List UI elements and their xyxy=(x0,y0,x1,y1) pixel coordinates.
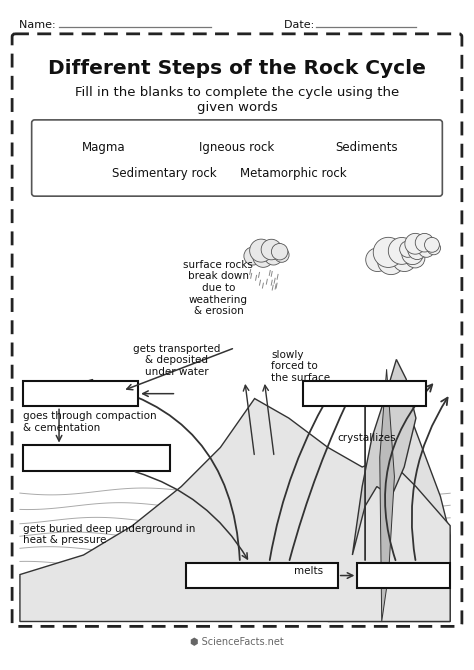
Circle shape xyxy=(415,233,434,252)
Polygon shape xyxy=(20,526,450,622)
Polygon shape xyxy=(328,389,450,622)
Polygon shape xyxy=(380,369,394,622)
Text: goes through compaction
& cementation: goes through compaction & cementation xyxy=(23,411,156,433)
Polygon shape xyxy=(352,359,416,555)
Circle shape xyxy=(250,239,273,262)
Circle shape xyxy=(264,247,283,265)
Bar xyxy=(357,563,450,588)
Circle shape xyxy=(405,233,426,254)
Circle shape xyxy=(373,237,403,267)
Circle shape xyxy=(272,243,288,260)
Circle shape xyxy=(366,248,389,271)
Circle shape xyxy=(427,241,440,255)
Bar xyxy=(20,211,454,622)
Text: Fill in the blanks to complete the cycle using the
given words: Fill in the blanks to complete the cycle… xyxy=(75,86,399,115)
Circle shape xyxy=(274,247,289,263)
Circle shape xyxy=(261,239,282,260)
Bar xyxy=(23,446,170,471)
Text: Different Steps of the Rock Cycle: Different Steps of the Rock Cycle xyxy=(48,58,426,78)
Text: Date:: Date: xyxy=(284,20,318,30)
Text: gets buried deep underground in
heat & pressure: gets buried deep underground in heat & p… xyxy=(23,524,195,545)
Bar xyxy=(23,381,138,407)
Text: melts: melts xyxy=(294,565,323,576)
FancyBboxPatch shape xyxy=(32,120,442,196)
Text: gets transported
& deposited
under water: gets transported & deposited under water xyxy=(133,344,220,377)
Text: ⬢ ScienceFacts.net: ⬢ ScienceFacts.net xyxy=(190,636,284,646)
Polygon shape xyxy=(20,399,450,622)
Circle shape xyxy=(244,247,262,265)
Circle shape xyxy=(378,248,404,275)
Circle shape xyxy=(408,241,427,259)
Bar xyxy=(186,563,337,588)
Text: Metamorphic rock: Metamorphic rock xyxy=(240,167,347,180)
Text: Sediments: Sediments xyxy=(335,141,398,153)
Text: surface rocks
break down
due to
weathering
& erosion: surface rocks break down due to weatheri… xyxy=(183,260,254,316)
Circle shape xyxy=(392,248,416,271)
Circle shape xyxy=(418,241,435,257)
Text: crystallizes: crystallizes xyxy=(337,433,396,443)
Text: Name:: Name: xyxy=(19,20,59,30)
Bar xyxy=(303,381,426,407)
Text: Sedimentary rock: Sedimentary rock xyxy=(112,167,217,180)
Text: Igneous rock: Igneous rock xyxy=(200,141,274,153)
Circle shape xyxy=(253,247,273,267)
Circle shape xyxy=(402,243,423,265)
Text: slowly
forced to
the surface: slowly forced to the surface xyxy=(271,350,330,383)
Circle shape xyxy=(425,237,439,253)
Text: Magma: Magma xyxy=(82,141,125,153)
Circle shape xyxy=(400,241,416,257)
Circle shape xyxy=(388,237,415,265)
Circle shape xyxy=(406,249,425,268)
